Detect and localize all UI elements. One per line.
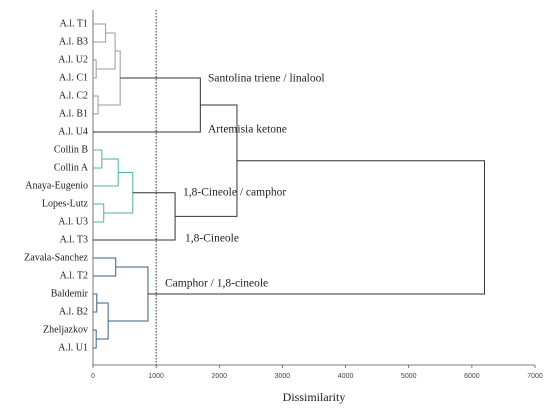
leaf-label: A.l. C2 [59,90,88,101]
dendrogram-link [93,149,103,169]
leaf-label: A.l. U4 [58,126,88,137]
annotation: 1,8-Cineole [185,233,239,245]
x-tick-label: 3000 [275,373,291,380]
dendrogram-link [98,50,121,106]
leaf-label: A.l. B1 [59,108,88,119]
leaf-label: Lopes-Lutz [42,198,89,209]
annotation: Artemisia ketone [208,124,287,136]
dendrogram-link [147,160,485,295]
leaf-label: A.l. U3 [58,216,88,227]
dendrogram-link [93,59,97,79]
dendrogram-link [93,293,98,313]
leaf-label: A.l. T2 [60,270,88,281]
x-tick-label: 2000 [211,373,227,380]
dendrogram-link [93,203,105,223]
dendrogram-link [175,104,238,217]
leaf-label: Zavala-Sanchez [24,252,88,263]
x-tick-label: 0 [91,373,95,380]
leaf-label: A.l. B2 [59,306,88,317]
dendrogram-link [96,302,109,340]
x-tick-label: 7000 [527,373,543,380]
x-tick-label: 4000 [338,373,354,380]
x-axis-title: Dissimilarity [283,390,346,404]
annotation: Camphor / 1,8-cineole [165,278,268,290]
dendrogram-link [93,257,117,277]
leaf-label: A.l. B3 [59,36,88,47]
dendrogram-link [93,192,176,241]
dendrogram-link [93,158,119,187]
x-tick-label: 5000 [401,373,417,380]
leaf-label: A.l. T3 [60,234,88,245]
dendrogram-link [93,329,97,349]
leaf-label: Baldemir [51,288,89,299]
leaf-label: Collin A [54,162,89,173]
dendrogram-link [93,23,107,43]
leaf-label: A.l. C1 [59,72,88,83]
x-tick-label: 1000 [148,373,164,380]
annotation: Santolina triene / linalool [208,73,325,85]
x-tick-label: 6000 [464,373,480,380]
leaf-label: Collin B [54,144,89,155]
dendrogram-link [108,266,149,322]
leaf-label: Anaya-Eugenio [25,180,88,191]
leaf-label: Zheljazkov [43,324,88,335]
leaf-label: A.l. T1 [60,18,88,29]
dendrogram-link [93,95,99,115]
annotation: 1,8-Cineole / camphor [183,187,286,199]
leaf-label: A.l. U1 [58,342,88,353]
leaf-label: A.l. U2 [58,54,88,65]
